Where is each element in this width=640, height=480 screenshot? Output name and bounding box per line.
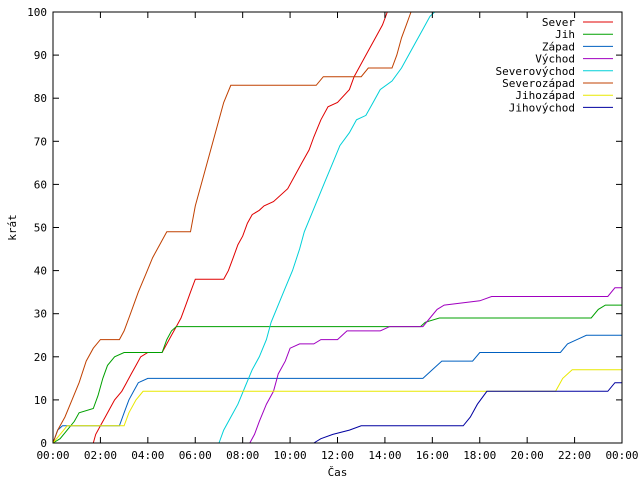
y-tick-label: 90: [34, 49, 47, 62]
legend: SeverJihZápadVýchodSeverovýchodSeverozáp…: [496, 16, 613, 114]
x-tick-label: 20:00: [511, 449, 544, 462]
x-tick-label: 14:00: [368, 449, 401, 462]
series-line-severozapad: [52, 11, 412, 444]
x-tick-label: 04:00: [131, 449, 164, 462]
series-line-severovychod: [218, 11, 436, 444]
x-tick-label: 00:00: [605, 449, 638, 462]
y-tick-label: 30: [34, 308, 47, 321]
y-tick-label: 100: [27, 6, 47, 19]
legend-label-sever: Sever: [542, 16, 575, 29]
y-tick-label: 60: [34, 178, 47, 191]
y-tick-label: 20: [34, 351, 47, 364]
x-tick-label: 12:00: [321, 449, 354, 462]
x-tick-label: 16:00: [416, 449, 449, 462]
x-tick-label: 22:00: [558, 449, 591, 462]
series-line-jihozapad: [52, 369, 622, 444]
y-tick-label: 50: [34, 222, 47, 235]
y-tick-label: 40: [34, 265, 47, 278]
legend-label-severozapad: Severozápad: [502, 77, 575, 90]
y-axis-label: krát: [6, 214, 19, 241]
x-tick-label: 18:00: [463, 449, 496, 462]
legend-label-jihozapad: Jihozápad: [515, 89, 575, 102]
series-line-jihovychod: [313, 382, 622, 444]
y-tick-label: 0: [40, 437, 47, 450]
legend-label-severovychod: Severovýchod: [496, 65, 575, 78]
y-tick-label: 80: [34, 92, 47, 105]
series-line-jih: [52, 304, 622, 444]
x-tick-label: 08:00: [226, 449, 259, 462]
x-tick-label: 02:00: [84, 449, 117, 462]
legend-label-jih: Jih: [555, 28, 575, 41]
series-line-sever: [92, 11, 388, 444]
legend-label-jihovychod: Jihovýchod: [509, 101, 575, 114]
y-tick-label: 70: [34, 135, 47, 148]
y-tick-label: 10: [34, 394, 47, 407]
series-layer: [52, 11, 622, 444]
x-axis-label: Čas: [328, 466, 348, 479]
x-tick-label: 10:00: [274, 449, 307, 462]
series-line-vychod: [249, 287, 622, 444]
x-tick-label: 06:00: [179, 449, 212, 462]
x-tick-label: 00:00: [36, 449, 69, 462]
legend-label-vychod: Východ: [535, 53, 575, 66]
series-line-zapad: [52, 334, 622, 444]
legend-label-zapad: Západ: [542, 40, 575, 53]
tick-layer: 0 10 20 30 40 50 60 70 80 90 100 00:00 02:00 04:00 06:…: [27, 6, 638, 462]
